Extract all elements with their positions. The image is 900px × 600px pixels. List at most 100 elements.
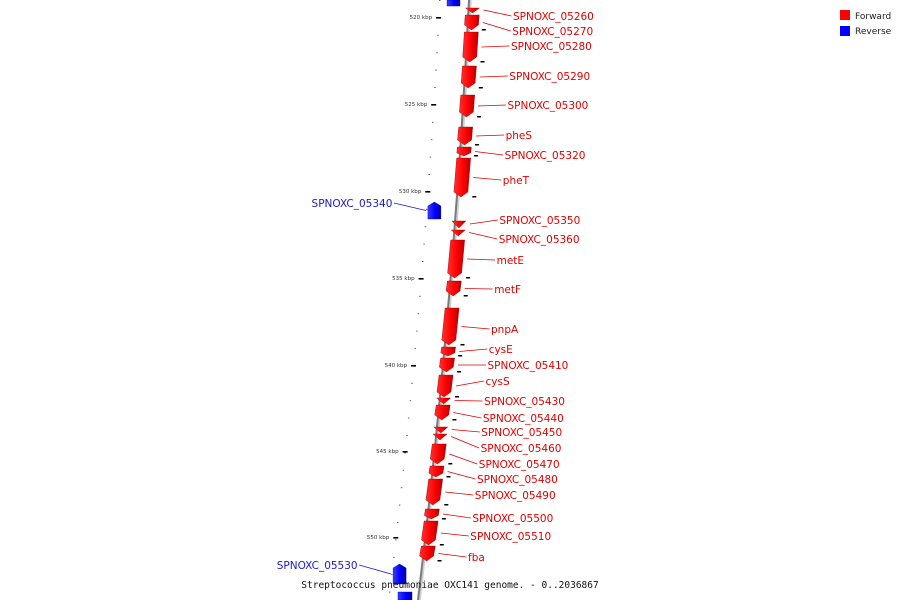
major-tick	[402, 451, 408, 453]
gene-leader-line	[438, 553, 467, 558]
gene-end-marker	[475, 144, 480, 146]
gene-leader-line	[453, 412, 482, 419]
gene-end-marker	[477, 116, 481, 118]
gene-block[interactable]	[421, 520, 439, 546]
gene-block[interactable]	[427, 201, 442, 220]
gene-label[interactable]: SPNOXC_05430	[484, 396, 565, 408]
gene-block[interactable]	[439, 357, 455, 373]
gene-block[interactable]	[434, 404, 451, 421]
gene-block-partial	[446, 0, 461, 7]
gene-label[interactable]: metF	[494, 284, 521, 296]
gene-label[interactable]: fba	[468, 552, 485, 564]
minor-tick	[426, 208, 428, 210]
gene-label[interactable]: cysS	[486, 376, 510, 388]
gene-block[interactable]	[425, 478, 443, 506]
gene-block[interactable]	[459, 94, 475, 118]
gene-label[interactable]: SPNOXC_05340	[312, 198, 393, 210]
gene-leader-line	[447, 471, 476, 480]
gene-label[interactable]: pheT	[503, 175, 530, 187]
gene-label[interactable]: metE	[497, 255, 524, 267]
gene-label[interactable]: pnpA	[491, 324, 519, 336]
gene-label[interactable]: pheS	[506, 130, 533, 142]
minor-tick	[395, 539, 397, 541]
major-tick	[418, 278, 424, 280]
gene-block[interactable]	[440, 346, 456, 357]
gene-block[interactable]	[447, 239, 465, 279]
gene-label[interactable]: SPNOXC_05470	[479, 459, 560, 471]
gene-end-marker	[466, 277, 471, 279]
gene-block[interactable]	[464, 14, 480, 31]
gene-block[interactable]	[462, 31, 479, 63]
gene-label[interactable]: SPNOXC_05360	[499, 234, 580, 246]
gene-labels: SPNOXC_05260 SPNOXC_05270 SPNOXC_05280 SPNO…	[277, 9, 594, 575]
gene-leader-line	[442, 513, 471, 519]
gene-block[interactable]	[450, 229, 466, 237]
gene-leader-line	[479, 75, 508, 78]
minor-tick	[406, 435, 408, 436]
minor-tick	[414, 348, 416, 349]
gene-label[interactable]: SPNOXC_05510	[470, 531, 551, 543]
gene-block[interactable]	[419, 545, 436, 562]
gene-leader-line	[393, 202, 426, 211]
minor-tick	[397, 522, 399, 523]
gene-label[interactable]: SPNOXC_05410	[488, 360, 569, 372]
gene-leader-line	[473, 177, 502, 181]
gene-label[interactable]: SPNOXC_05270	[512, 26, 593, 38]
tick-label: 550 kbp	[367, 535, 390, 541]
gene-block[interactable]	[392, 563, 407, 585]
tick-label: 530 kbp	[399, 189, 422, 195]
minor-tick	[391, 574, 393, 576]
gene-leader-line	[477, 104, 507, 107]
gene-end-marker	[478, 87, 483, 89]
gene-label[interactable]: SPNOXC_05450	[481, 427, 562, 439]
legend-reverse-swatch	[840, 26, 850, 36]
minor-tick	[422, 261, 424, 262]
gene-label[interactable]: SPNOXC_05290	[509, 71, 590, 83]
gene-block[interactable]	[430, 443, 447, 465]
gene-leader-line	[455, 380, 485, 387]
minor-tick	[436, 52, 438, 54]
minor-tick	[424, 226, 427, 228]
gene-label[interactable]: SPNOXC_05300	[508, 100, 589, 112]
legend-forward-swatch	[840, 10, 850, 20]
minor-tick	[434, 87, 436, 88]
gene-block[interactable]	[436, 397, 452, 405]
minor-tick	[428, 174, 430, 175]
gene-end-marker	[481, 29, 486, 31]
gene-leader-line	[476, 134, 505, 137]
minor-tick	[439, 0, 441, 1]
gene-block[interactable]	[456, 146, 472, 157]
gene-block[interactable]	[424, 508, 440, 520]
gene-block[interactable]	[464, 7, 481, 14]
gene-label[interactable]: SPNOXC_05280	[511, 41, 592, 53]
gene-end-marker	[441, 518, 446, 520]
gene-label[interactable]: SPNOXC_05350	[499, 215, 580, 227]
minor-tick	[389, 591, 391, 593]
gene-label[interactable]: cysE	[489, 344, 513, 356]
minor-tick	[429, 156, 432, 158]
gene-block[interactable]	[453, 157, 471, 198]
gene-label[interactable]: SPNOXC_05460	[481, 443, 562, 455]
gene-block[interactable]	[433, 426, 449, 434]
gene-label[interactable]: SPNOXC_05480	[477, 474, 558, 486]
gene-block[interactable]	[436, 374, 454, 398]
gene-label[interactable]: SPNOXC_05530	[277, 560, 358, 572]
gene-block[interactable]	[451, 220, 467, 229]
tick-label: 535 kbp	[392, 276, 415, 282]
gene-label[interactable]: SPNOXC_05440	[483, 413, 564, 425]
gene-label[interactable]: SPNOXC_05500	[472, 513, 553, 525]
gene-block[interactable]	[460, 65, 477, 89]
minor-tick	[409, 400, 412, 402]
gene-block-partial	[397, 591, 413, 600]
gene-block[interactable]	[441, 307, 460, 346]
gene-block[interactable]	[457, 126, 473, 146]
gene-label[interactable]: SPNOXC_05490	[475, 490, 556, 502]
gene-label[interactable]: SPNOXC_05320	[505, 150, 586, 162]
major-tick	[431, 104, 437, 106]
gene-leader-line	[445, 491, 474, 496]
gene-leader-line	[469, 219, 498, 225]
gene-block[interactable]	[428, 465, 445, 478]
gene-label[interactable]: SPNOXC_05260	[513, 11, 594, 23]
gene-block[interactable]	[445, 280, 462, 297]
gene-block[interactable]	[432, 433, 448, 441]
